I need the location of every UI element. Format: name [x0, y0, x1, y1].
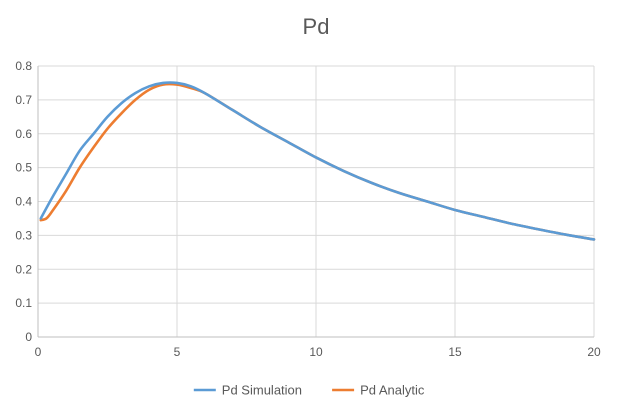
y-tick-label: 0 [25, 330, 32, 344]
y-tick-label: 0.6 [15, 127, 32, 141]
grid-lines [38, 65, 595, 337]
legend: Pd Simulation Pd Analytic [193, 383, 425, 398]
series-line-pd-analytic [39, 82, 596, 241]
y-tick-label: 0.8 [15, 59, 32, 73]
y-tick-label: 0.2 [15, 262, 32, 276]
axes: 0 0.1 0.2 0.3 0.4 0.5 0.6 0.7 0.8 0 5 10 15 20 [15, 59, 601, 359]
y-tick-label: 0.5 [15, 161, 32, 175]
y-tick-label: 0.3 [15, 228, 32, 242]
x-tick-label: 5 [174, 345, 181, 359]
y-tick-label: 0.1 [15, 296, 32, 310]
legend-label-pd-simulation: Pd Simulation [222, 383, 302, 398]
x-tick-label: 10 [309, 345, 323, 359]
series-lines [39, 81, 596, 241]
x-tick-label: 20 [587, 345, 601, 359]
x-tick-label: 0 [35, 345, 42, 359]
y-tick-label: 0.4 [15, 195, 32, 209]
x-tick-label: 15 [448, 345, 462, 359]
y-tick-label: 0.7 [15, 93, 32, 107]
legend-label-pd-analytic: Pd Analytic [360, 383, 425, 398]
chart-title: Pd [303, 14, 330, 39]
series-line-pd-simulation [39, 81, 596, 241]
